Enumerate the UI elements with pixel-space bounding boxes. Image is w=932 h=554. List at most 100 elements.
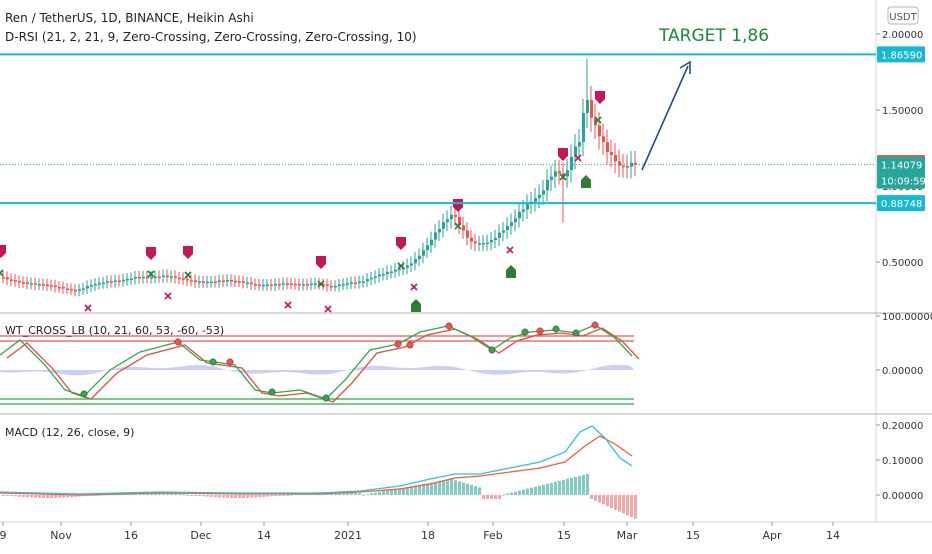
cross-mark-green [184,271,192,279]
macd-histogram-bar [54,495,57,498]
macd-histogram-bar [58,495,61,498]
macd-histogram-bar [202,495,205,497]
wt-title[interactable]: WT_CROSS_LB (10, 21, 60, 53, -60, -53) [5,324,224,337]
macd-histogram-bar [390,489,393,495]
candle-body [262,284,265,287]
wt-cross-dot [572,329,580,337]
cross-mark-green [317,280,325,288]
currency-badge-label: USDT [889,12,917,23]
candle-body [610,152,613,155]
macd-title[interactable]: MACD (12, 26, close, 9) [5,426,134,439]
macd-histogram-bar [622,495,625,514]
candle-body [274,283,277,286]
macd-histogram-bar [430,482,433,495]
macd-histogram-bar [626,495,629,516]
indicator-title[interactable]: D-RSI (21, 2, 21, 9, Zero-Crossing, Zero… [5,30,417,44]
macd-histogram-bar [182,494,185,496]
candle-body [398,268,401,271]
macd-histogram-bar [190,495,193,496]
candle-body [374,276,377,278]
candle-body [230,280,233,282]
time-tick-label: Mar [617,529,638,542]
macd-histogram-bar [234,495,237,498]
candle-body [514,218,517,223]
candle-body [466,230,469,238]
candle-body [290,283,293,285]
candle-body [314,283,317,285]
wt-axis[interactable]: 100.00000 0.00000 [876,312,932,377]
buy-signal-marker [506,265,516,278]
candle-body [562,173,565,177]
macd-histogram-bar [458,481,461,495]
candle-body [630,162,633,167]
macd-histogram-bar [542,484,545,495]
macd-histogram-bar [14,495,17,497]
candle-body [554,171,557,177]
macd-histogram-bar [226,495,229,498]
candle-body [482,242,485,245]
candle-body [474,241,477,244]
wt-band-lines [0,335,634,405]
macd-histogram-bar [418,484,421,495]
candle-body [114,280,117,282]
macd-tick-label: 0.10000 [882,456,923,467]
wt-band-area [0,364,634,376]
candle-body [430,239,433,246]
price-tag-label: 1.86590 [881,50,922,61]
candle-body [470,237,473,242]
candle-body [198,281,201,283]
candle-body [214,281,217,284]
macd-histogram-bar [166,492,169,495]
macd-histogram-bar [374,492,377,495]
macd-histogram-bar [370,493,373,495]
candle-body [294,283,297,286]
candle-body [458,216,461,226]
macd-histogram-bar [406,486,409,495]
currency-badge[interactable] [887,6,919,25]
macd-axis[interactable]: 0.20000 0.10000 0.00000 [876,421,923,502]
candle-body [418,255,421,260]
candle-body [622,165,625,168]
candle-body [382,274,385,276]
price-axis[interactable]: 2.000001.500001.000000.500001.865900.887… [876,30,926,269]
candle-body [478,243,481,245]
candle-body [586,100,589,114]
macd-histogram-bar [494,495,497,499]
macd-histogram-bar [66,495,69,498]
candle-body [338,284,341,286]
candle-body [574,146,577,157]
macd-histogram-bar [38,495,41,498]
candle-body [182,278,185,280]
candle-body [102,282,105,285]
macd-histogram-bar [378,491,381,495]
cross-mark-green [559,173,567,181]
macd-histogram-bar [550,482,553,495]
time-tick-label: Nov [50,529,72,542]
candle-body [546,179,549,191]
candle-body [370,277,373,280]
candle-body [602,136,605,143]
macd-histogram-bar [614,495,617,510]
price-tick-label: 0.50000 [882,258,923,269]
macd-histogram-bar [434,481,437,495]
macd-histogram-bar [502,494,505,496]
macd-histogram-bar [30,495,33,498]
wt-cross-dot [322,394,330,402]
buy-signal-marker [411,299,421,312]
candle-body [170,276,173,278]
candle-body [462,225,465,231]
time-axis[interactable]: 9 Nov 16 Dec 14 2021 18 Feb 15 Mar 15 Apr 14 [0,522,840,542]
candle-body [570,156,573,171]
macd-histogram-bar [366,493,369,495]
time-tick-label: Feb [483,529,502,542]
price-tag [877,156,925,189]
candle-body [154,276,157,279]
candle-body [166,275,169,278]
target-arrow[interactable] [641,65,689,171]
candle-body [494,237,497,241]
target-label[interactable]: TARGET 1,86 [658,26,769,46]
candle-body [342,283,345,286]
candle-body [202,281,205,283]
